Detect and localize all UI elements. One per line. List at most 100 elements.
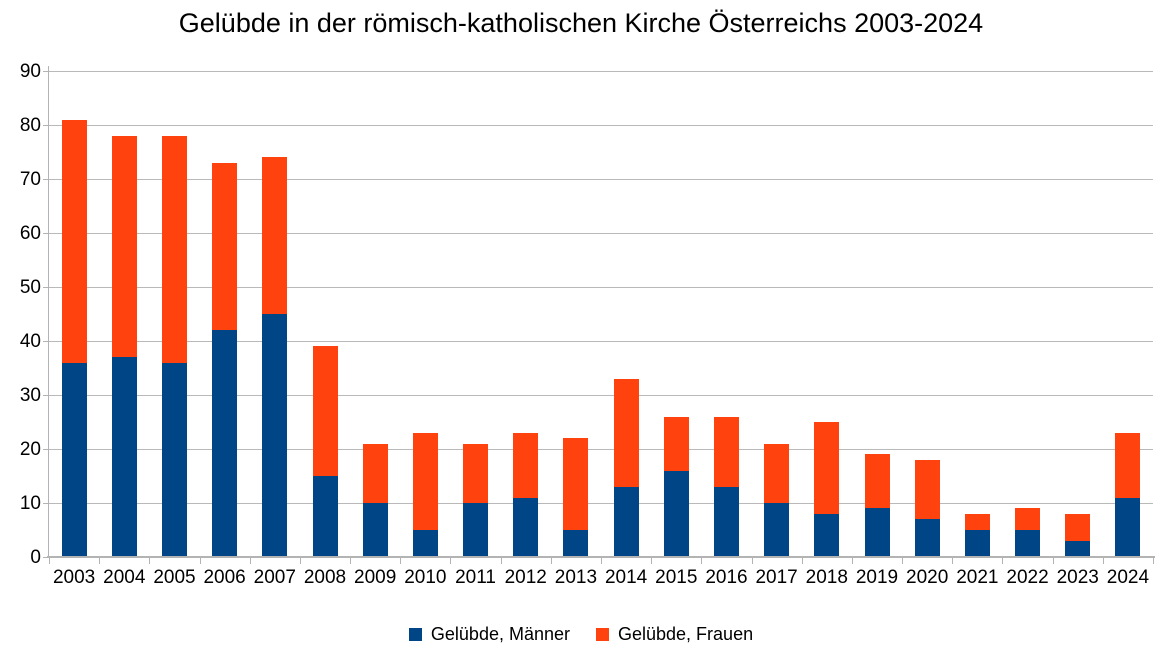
bar-segment-frauen — [513, 432, 539, 498]
y-axis-tick — [43, 287, 49, 288]
gridline — [49, 124, 1153, 126]
x-axis-tick — [751, 558, 753, 564]
y-axis-line — [48, 66, 49, 558]
legend: Gelübde, Männer Gelübde, Frauen — [0, 624, 1162, 645]
bar-segment-frauen — [362, 443, 388, 503]
bar-group-2003 — [61, 119, 87, 557]
bar-group-2016 — [713, 416, 739, 557]
bar-segment-frauen — [1015, 508, 1041, 530]
bar-segment-frauen — [61, 119, 87, 363]
x-axis-tick — [49, 558, 50, 564]
bar-group-2018 — [814, 422, 840, 557]
x-axis-tick — [299, 558, 301, 564]
bar-segment-maenner — [964, 530, 990, 557]
bar-segment-maenner — [663, 470, 689, 557]
bar-segment-frauen — [1115, 432, 1141, 498]
y-axis-tick — [43, 395, 49, 396]
bar-segment-maenner — [914, 519, 940, 557]
bar-segment-maenner — [613, 486, 639, 557]
bar-group-2020 — [914, 459, 940, 557]
bar-segment-frauen — [262, 157, 288, 314]
legend-swatch-maenner-icon — [408, 628, 422, 641]
bar-segment-frauen — [563, 438, 589, 530]
x-axis-tick — [601, 558, 602, 564]
y-axis-tick — [43, 125, 49, 126]
y-axis-tick-label: 90 — [19, 60, 41, 82]
y-axis-tick — [43, 341, 49, 342]
bar-group-2023 — [1065, 513, 1091, 557]
y-axis-tick — [43, 233, 49, 234]
bar-segment-maenner — [412, 530, 438, 557]
y-axis-tick — [43, 449, 49, 450]
gridline — [49, 178, 1153, 180]
bar-segment-frauen — [161, 135, 187, 363]
bar-group-2011 — [463, 443, 489, 557]
legend-item-maenner: Gelübde, Männer — [408, 624, 570, 645]
y-axis-tick-label: 0 — [30, 546, 41, 568]
bar-group-2007 — [262, 157, 288, 557]
x-axis-tick-label: 2016 — [705, 567, 748, 588]
bar-segment-maenner — [513, 497, 539, 557]
x-axis-line — [47, 556, 1155, 558]
x-axis-tick-label: 2015 — [655, 567, 698, 588]
bar-segment-maenner — [563, 530, 589, 557]
x-axis-tick-label: 2003 — [52, 567, 96, 588]
bar-group-2019 — [864, 454, 890, 557]
bar-group-2022 — [1015, 508, 1041, 557]
bar-group-2008 — [312, 346, 338, 557]
bar-group-2009 — [362, 443, 388, 557]
gridline — [49, 502, 1153, 504]
bar-segment-frauen — [764, 443, 790, 503]
x-axis-tick — [701, 558, 703, 564]
bar-segment-maenner — [212, 330, 238, 557]
x-axis-tick-label: 2020 — [906, 567, 949, 588]
plot-area — [49, 70, 1153, 557]
bar-segment-frauen — [814, 422, 840, 514]
legend-swatch-frauen-icon — [596, 628, 609, 641]
x-axis-tick — [851, 558, 853, 564]
x-axis-tick-label: 2014 — [604, 567, 648, 588]
x-axis-tick-label: 2004 — [103, 567, 146, 588]
bar-segment-maenner — [61, 362, 87, 557]
bar-segment-frauen — [212, 162, 238, 331]
bar-segment-maenner — [814, 513, 840, 557]
legend-item-frauen: Gelübde, Frauen — [596, 624, 753, 645]
x-axis-tick-label: 2011 — [455, 567, 496, 588]
x-axis-tick-label: 2010 — [404, 567, 447, 588]
x-axis-tick-label: 2012 — [504, 567, 547, 588]
bar-group-2005 — [161, 135, 187, 557]
x-axis-tick — [149, 558, 151, 564]
y-axis-tick-label: 80 — [19, 114, 41, 136]
bar-segment-maenner — [312, 476, 338, 557]
x-axis-tick-label: 2008 — [303, 567, 347, 588]
x-axis-tick-label: 2024 — [1106, 567, 1150, 588]
gridline — [49, 448, 1153, 450]
bar-group-2017 — [764, 443, 790, 557]
x-axis-tick — [400, 558, 402, 564]
bar-group-2006 — [212, 162, 238, 557]
x-axis-tick — [1002, 558, 1004, 564]
y-axis-tick — [43, 71, 49, 72]
bar-segment-frauen — [713, 416, 739, 487]
x-axis-tick — [952, 558, 954, 564]
bar-segment-maenner — [262, 314, 288, 557]
y-axis-tick-label: 70 — [19, 168, 41, 190]
x-axis-tick — [350, 558, 352, 564]
bar-segment-frauen — [914, 459, 940, 520]
y-axis-tick-label: 50 — [19, 276, 41, 298]
chart-title: Gelübde in der römisch-katholischen Kirc… — [178, 8, 984, 38]
x-axis-tick — [1102, 558, 1104, 564]
bar-segment-frauen — [111, 135, 137, 358]
x-axis-tick — [1052, 558, 1054, 564]
y-axis-tick-label: 30 — [19, 384, 41, 406]
x-axis-tick-label: 2009 — [354, 567, 397, 588]
bar-segment-frauen — [663, 416, 689, 471]
x-axis-tick-label: 2022 — [1006, 567, 1049, 588]
y-axis-tick-label: 60 — [19, 222, 41, 244]
gridline — [49, 70, 1153, 72]
bar-segment-maenner — [463, 503, 489, 557]
x-axis-tick-label: 2019 — [855, 567, 899, 588]
y-axis-tick-label: 10 — [19, 492, 41, 514]
bar-group-2021 — [964, 513, 990, 557]
